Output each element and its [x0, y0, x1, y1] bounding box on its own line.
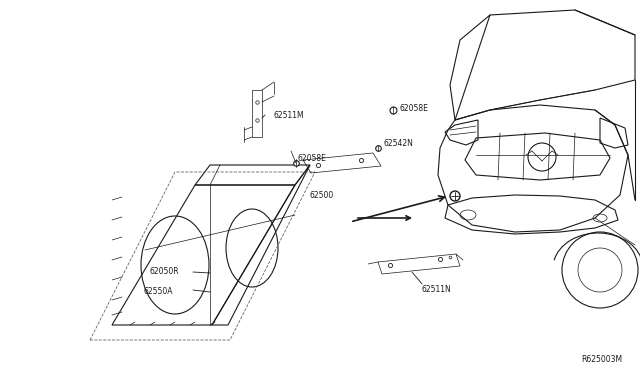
Text: 62058E: 62058E: [298, 154, 327, 163]
Text: 62500: 62500: [310, 190, 334, 199]
Text: 62511M: 62511M: [274, 110, 305, 119]
Text: 62511N: 62511N: [422, 285, 452, 295]
Text: 62058E: 62058E: [400, 103, 429, 112]
Text: R625003M: R625003M: [581, 356, 622, 365]
Text: 62050R: 62050R: [150, 267, 180, 276]
Text: 62550A: 62550A: [143, 288, 173, 296]
Text: 62542N: 62542N: [384, 138, 414, 148]
